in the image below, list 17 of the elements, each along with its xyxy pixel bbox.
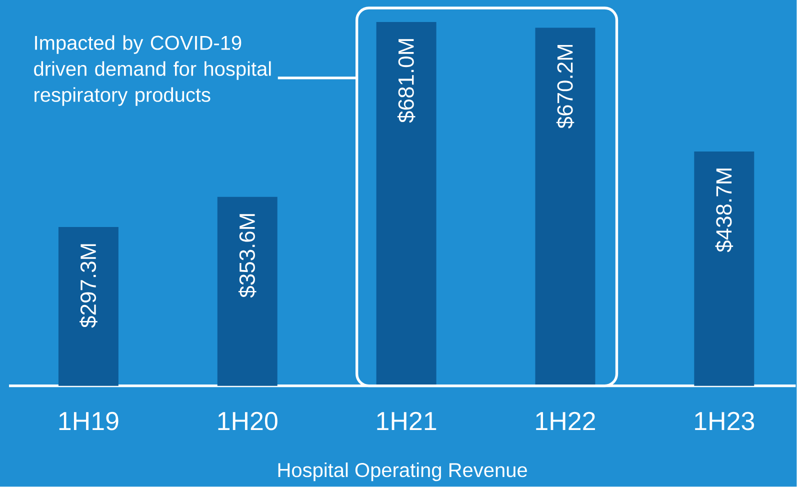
data-label: $670.2M [556,45,574,129]
x-tick-label: 1H21 [377,412,436,430]
bar [217,197,278,386]
data-label: $681.0M [397,39,416,123]
bar [694,152,754,386]
data-label: $353.6M [238,214,256,298]
data-label: $438.7M [715,168,734,252]
x-tick-label: 1H19 [59,412,118,430]
x-axis-title: Hospital Operating Revenue [278,462,527,482]
bar [376,22,436,386]
x-tick-label: 1H20 [218,412,278,430]
x-tick-label: 1H22 [536,412,595,430]
annotation: Impacted by COVID-19 driven demand for hospital respiratory products [34,35,271,106]
x-tick-label: 1H23 [695,412,754,430]
bar [535,28,596,386]
data-label: $297.3M [80,244,98,328]
bar [58,227,118,386]
